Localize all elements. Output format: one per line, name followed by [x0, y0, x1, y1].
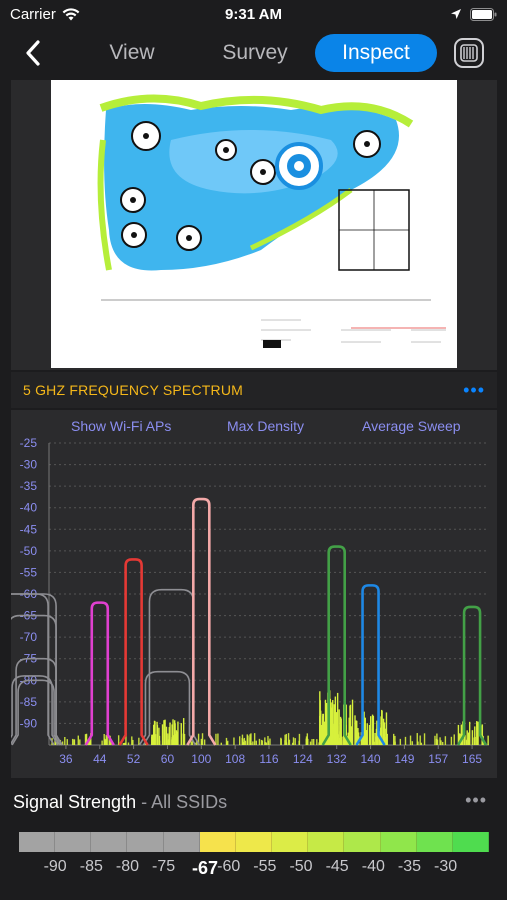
- spectrum-header: 5 GHZ FREQUENCY SPECTRUM •••: [11, 372, 497, 408]
- signal-more-button[interactable]: •••: [465, 790, 487, 810]
- clock: 9:31 AM: [225, 5, 282, 23]
- signal-scale-labels: -90 -85 -80 -75 -67 -60 -55 -50 -45 -40 -35 -30: [19, 858, 489, 882]
- battery-icon: [470, 7, 497, 21]
- tab-survey[interactable]: Survey: [222, 41, 288, 64]
- tab-inspect[interactable]: Inspect: [315, 34, 437, 72]
- location-arrow-icon: [451, 9, 461, 19]
- x-tick-label: 60: [161, 752, 175, 766]
- channel-peak: [321, 545, 352, 746]
- scale-segment: [19, 832, 56, 852]
- scale-segment: [55, 832, 92, 852]
- back-button[interactable]: [18, 36, 48, 70]
- channel-peak: [456, 605, 488, 746]
- carrier-label: Carrier: [10, 5, 56, 23]
- show-aps-toggle[interactable]: Show Wi-Fi APs: [71, 418, 172, 434]
- average-sweep-toggle[interactable]: Average Sweep: [362, 418, 461, 434]
- layers-button[interactable]: [453, 37, 485, 69]
- channel-peak: [84, 601, 115, 746]
- y-tick-label: -35: [20, 479, 38, 493]
- scale-segment: [235, 832, 273, 852]
- max-density-toggle[interactable]: Max Density: [227, 418, 305, 434]
- y-tick-label: -55: [20, 565, 38, 579]
- channel-peak: [186, 497, 217, 746]
- channel-peak: [138, 670, 197, 746]
- ssid-filter[interactable]: All SSIDs: [151, 792, 228, 812]
- current-signal-value: -67: [191, 858, 219, 878]
- x-tick-label: 116: [259, 752, 278, 766]
- scale-segment: [452, 832, 490, 852]
- floorplan-panel: [11, 80, 497, 370]
- status-bar: Carrier 9:31 AM: [0, 0, 507, 28]
- scale-segment: [163, 832, 200, 852]
- scale-label: -90: [43, 858, 67, 875]
- spectrum-title: 5 GHZ FREQUENCY SPECTRUM: [23, 382, 244, 398]
- x-tick-label: 100: [191, 752, 211, 766]
- scale-label: -85: [79, 858, 103, 875]
- channel-peak: [11, 593, 55, 746]
- channel-peak: [11, 675, 59, 746]
- channel-peak: [142, 588, 201, 746]
- scale-label: -75: [152, 858, 176, 875]
- x-tick-label: 36: [59, 752, 73, 766]
- scale-label: -55: [253, 858, 277, 875]
- nav-bar: View Survey Inspect: [0, 28, 507, 78]
- x-tick-label: 140: [361, 752, 381, 766]
- signal-strength-title: Signal Strength - All SSIDs: [13, 792, 228, 812]
- scale-segment: [380, 832, 417, 852]
- y-tick-label: -25: [20, 436, 38, 450]
- channel-peak: [118, 558, 149, 746]
- y-tick-label: -50: [20, 544, 38, 558]
- channel-peak: [11, 679, 61, 746]
- x-tick-label: 165: [462, 752, 482, 766]
- y-tick-label: -30: [20, 458, 38, 472]
- chevron-left-icon: [26, 40, 40, 66]
- tab-view[interactable]: View: [109, 41, 155, 64]
- y-tick-label: -40: [20, 501, 38, 515]
- floorplan-drawing: [97, 94, 446, 348]
- x-tick-label: 149: [394, 752, 414, 766]
- scale-label: -60: [217, 858, 241, 875]
- y-tick-label: -90: [20, 716, 38, 730]
- channel-peak: [11, 614, 63, 746]
- scale-label: -40: [361, 858, 385, 875]
- scale-label: -80: [115, 858, 140, 875]
- x-tick-label: 124: [293, 752, 313, 766]
- signal-scale: [19, 832, 490, 852]
- channel-peak: [11, 657, 63, 746]
- scale-segment: [199, 832, 236, 852]
- scale-segment: [416, 832, 453, 852]
- y-tick-label: -85: [20, 695, 38, 709]
- y-tick-label: -70: [20, 630, 38, 644]
- spectrum-chart: Show Wi-Fi APs Max Density Average Sweep…: [11, 410, 497, 778]
- scale-label: -45: [325, 858, 349, 875]
- x-tick-label: 52: [127, 752, 141, 766]
- layers-icon: [454, 38, 484, 68]
- scale-label: -35: [397, 858, 422, 875]
- x-tick-label: 108: [225, 752, 245, 766]
- scale-segment: [127, 832, 164, 852]
- scale-segment: [91, 832, 128, 852]
- scale-label: -30: [434, 858, 458, 875]
- x-tick-label: 157: [428, 752, 448, 766]
- y-tick-label: -45: [20, 522, 38, 536]
- scale-segment: [272, 832, 309, 852]
- x-tick-label: 132: [327, 752, 347, 766]
- floorplan-map[interactable]: [51, 80, 457, 368]
- wifi-icon: [62, 7, 80, 20]
- channel-peak: [355, 584, 386, 746]
- scale-segment: [344, 832, 381, 852]
- scale-label: -50: [289, 858, 313, 875]
- spectrum-more-button[interactable]: •••: [463, 380, 485, 400]
- spectrum-plot[interactable]: -25-30-35-40-45-50-55-60-65-70-75-80-85-…: [11, 410, 497, 778]
- x-tick-label: 44: [93, 752, 107, 766]
- scale-segment: [308, 832, 345, 852]
